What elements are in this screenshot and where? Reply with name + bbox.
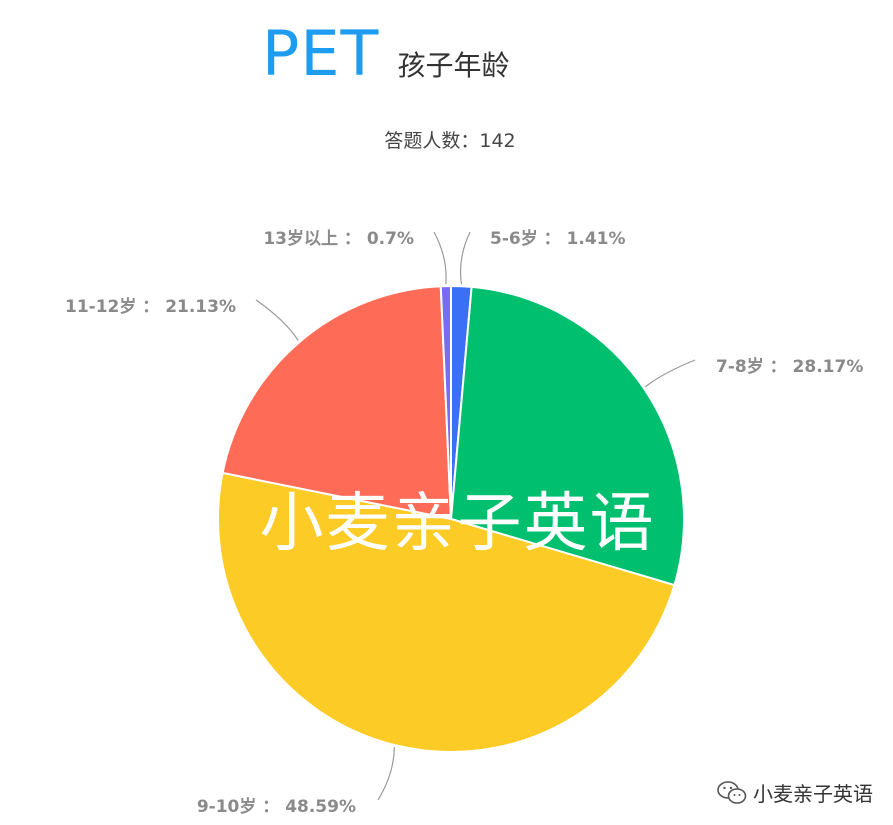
pie-slice-4 [221,285,453,521]
chart-title-block: PET 孩子年龄 [262,14,509,94]
slice-label-3: 9-10岁 ： 48.59% [197,796,356,817]
pie-slice-2 [449,285,685,587]
leader-lines [255,231,696,801]
chart-title: PET [262,17,380,90]
slice-label-5: 13岁以上 ： 0.7% [263,228,414,249]
respondent-count: 答题人数：142 [384,130,516,152]
leader-line-5 [433,231,447,285]
leader-line-1 [459,231,471,285]
leader-line-4 [255,299,299,341]
slice-label-2: 7-8岁 ： 28.17% [716,356,863,377]
leader-line-2 [644,359,696,388]
pie-slice-5 [439,284,452,520]
chart-subtitle: 孩子年龄 [397,49,510,82]
brand-footer: 小麦亲子英语 [717,778,873,807]
slice-label-1: 5-6岁 ： 1.41% [490,228,626,249]
leader-line-3 [377,747,395,801]
slice-labels: 5-6岁 ： 1.41% 7-8岁 ： 28.17% 9-10岁 ： 48.59% 1… [65,228,863,817]
brand-name: 小麦亲子英语 [753,782,873,806]
pie-slices [217,284,685,753]
wechat-icon [717,780,747,804]
pie-slice-3 [217,471,676,753]
slice-label-4: 11-12岁 ： 21.13% [65,296,236,317]
